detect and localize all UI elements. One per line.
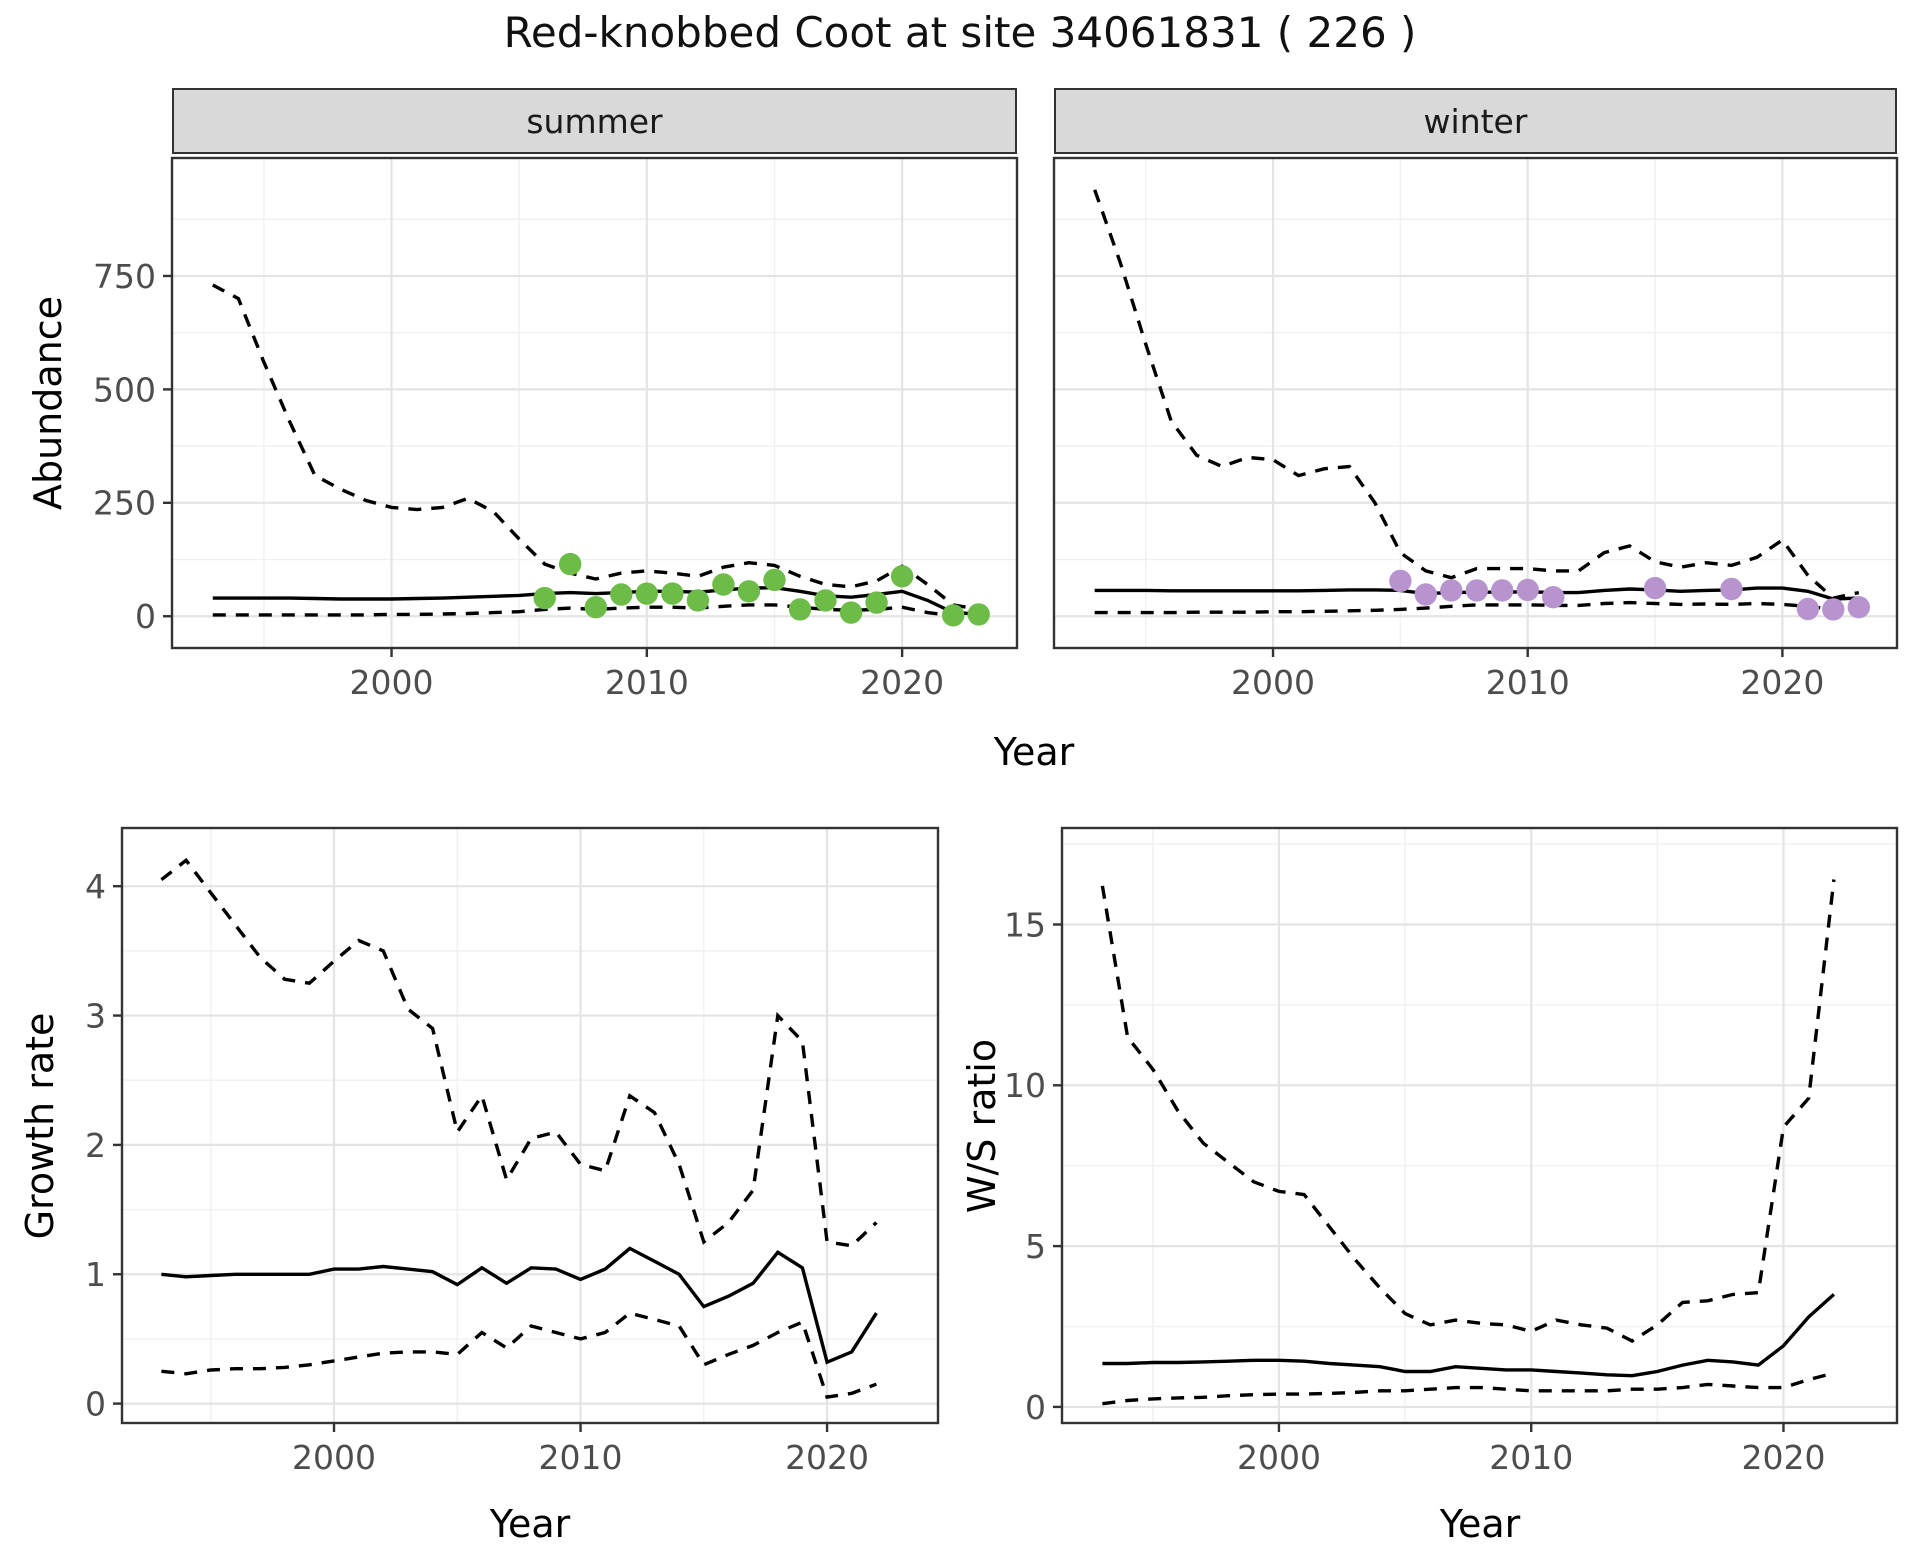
panel-border bbox=[170, 156, 1019, 650]
panel-growth_rate: 2000 2010 2020 0 1 2 3 4 bbox=[85, 826, 940, 1477]
panel-ws_ratio: 2000 2010 2020 0 5 10 15 bbox=[1004, 826, 1899, 1477]
x-tick-label: 2010 bbox=[539, 1438, 623, 1477]
lower-ci-line bbox=[1094, 600, 1859, 615]
x-tick-label: 2010 bbox=[1486, 663, 1570, 702]
x-tick-label: 2020 bbox=[1740, 663, 1824, 702]
observation-point bbox=[737, 580, 761, 603]
x-axis-title-year-top: Year bbox=[993, 730, 1075, 774]
observation-point bbox=[1847, 596, 1871, 619]
observed-winter-counts bbox=[1389, 569, 1871, 621]
observation-point bbox=[1389, 569, 1412, 593]
panel-abundance_winter: 2000 2010 2020 bbox=[1052, 156, 1899, 702]
upper-ci-line bbox=[212, 283, 979, 612]
upper-ci-line bbox=[1100, 879, 1836, 1343]
y-tick-label: 750 bbox=[93, 257, 156, 296]
series-group bbox=[160, 857, 878, 1399]
series-group bbox=[212, 283, 990, 627]
y-tick-label: 4 bbox=[85, 867, 106, 906]
observation-point bbox=[1465, 579, 1489, 602]
upper-ci-line bbox=[1093, 189, 1860, 600]
observation-point bbox=[763, 568, 786, 592]
y-tick-label: 0 bbox=[1025, 1388, 1046, 1427]
panel-background bbox=[1054, 158, 1897, 648]
median-line bbox=[1102, 1293, 1836, 1378]
observed-summer-counts bbox=[533, 552, 990, 627]
observation-point bbox=[890, 565, 914, 588]
observation-point bbox=[1542, 586, 1565, 609]
x-tick-label: 2000 bbox=[350, 663, 434, 702]
panel-abundance_summer: 2000 2010 2020 0 250 500 750 bbox=[93, 156, 1019, 702]
axis-abundance_winter: 2000 2010 2020 bbox=[1231, 648, 1824, 702]
x-tick-label: 2010 bbox=[605, 663, 689, 702]
panel-border bbox=[120, 826, 940, 1425]
observation-point bbox=[661, 582, 684, 605]
observation-point bbox=[788, 598, 812, 621]
observation-point bbox=[1720, 577, 1743, 601]
observation-point bbox=[533, 586, 556, 610]
facet-strip-winter-label: winter bbox=[1423, 101, 1528, 141]
median-line bbox=[161, 1246, 878, 1365]
median-line bbox=[212, 585, 979, 616]
gridlines bbox=[1054, 158, 1897, 648]
facet-strip-winter: winter bbox=[1054, 88, 1897, 154]
panel-background bbox=[122, 828, 938, 1423]
observation-point bbox=[559, 552, 582, 576]
observation-point bbox=[1516, 578, 1539, 602]
y-tick-label: 0 bbox=[85, 1384, 106, 1423]
observation-point bbox=[1796, 597, 1820, 621]
series-group bbox=[1093, 189, 1871, 621]
gridlines bbox=[1062, 828, 1897, 1423]
observation-point bbox=[839, 601, 863, 624]
y-tick-label: 1 bbox=[85, 1255, 106, 1294]
page-title: Red-knobbed Coot at site 34061831 ( 226 … bbox=[503, 8, 1417, 57]
lower-ci-line bbox=[161, 1311, 877, 1399]
x-tick-label: 2020 bbox=[785, 1438, 869, 1477]
observation-point bbox=[610, 583, 633, 606]
y-tick-label: 2 bbox=[85, 1126, 106, 1165]
y-tick-label: 500 bbox=[93, 370, 156, 409]
observation-point bbox=[686, 589, 710, 612]
observation-point bbox=[712, 573, 735, 596]
axis-ws_ratio: 2000 2010 2020 0 5 10 15 bbox=[1004, 905, 1825, 1477]
x-tick-label: 2020 bbox=[860, 663, 944, 702]
x-axis-title-year-ws: Year bbox=[1439, 1502, 1521, 1546]
series-group bbox=[1100, 879, 1836, 1406]
y-tick-label: 15 bbox=[1004, 905, 1046, 944]
axis-growth_rate: 2000 2010 2020 0 1 2 3 4 bbox=[85, 867, 869, 1477]
lower-ci-line bbox=[212, 603, 979, 618]
y-tick-label: 0 bbox=[135, 597, 156, 636]
y-tick-label: 250 bbox=[93, 484, 156, 523]
observation-point bbox=[1822, 598, 1845, 621]
facet-strip-summer-label: summer bbox=[526, 101, 663, 141]
observation-point bbox=[1491, 579, 1514, 602]
panel-border bbox=[1060, 826, 1899, 1425]
x-tick-label: 2020 bbox=[1741, 1438, 1825, 1477]
x-tick-label: 2000 bbox=[292, 1438, 376, 1477]
panel-background bbox=[172, 158, 1017, 648]
observation-point bbox=[635, 582, 658, 605]
x-tick-label: 2000 bbox=[1231, 663, 1315, 702]
axis-abundance_summer: 2000 2010 2020 0 250 500 750 bbox=[93, 257, 944, 702]
observation-point bbox=[1643, 576, 1667, 600]
observation-point bbox=[865, 591, 888, 614]
observation-point bbox=[967, 603, 990, 626]
observation-point bbox=[1440, 579, 1463, 602]
y-tick-label: 3 bbox=[85, 996, 106, 1035]
y-tick-label: 5 bbox=[1025, 1227, 1046, 1266]
observation-point bbox=[814, 589, 837, 612]
x-axis-title-year-growth: Year bbox=[489, 1502, 571, 1546]
x-tick-label: 2000 bbox=[1237, 1438, 1321, 1477]
observation-point bbox=[942, 604, 965, 627]
lower-ci-line bbox=[1102, 1371, 1835, 1406]
gridlines bbox=[122, 828, 938, 1423]
observation-point bbox=[584, 596, 607, 619]
x-tick-label: 2010 bbox=[1489, 1438, 1573, 1477]
panel-border bbox=[1052, 156, 1899, 650]
facet-strip-summer: summer bbox=[172, 88, 1017, 154]
y-tick-label: 10 bbox=[1004, 1066, 1046, 1105]
observation-point bbox=[1414, 583, 1438, 606]
